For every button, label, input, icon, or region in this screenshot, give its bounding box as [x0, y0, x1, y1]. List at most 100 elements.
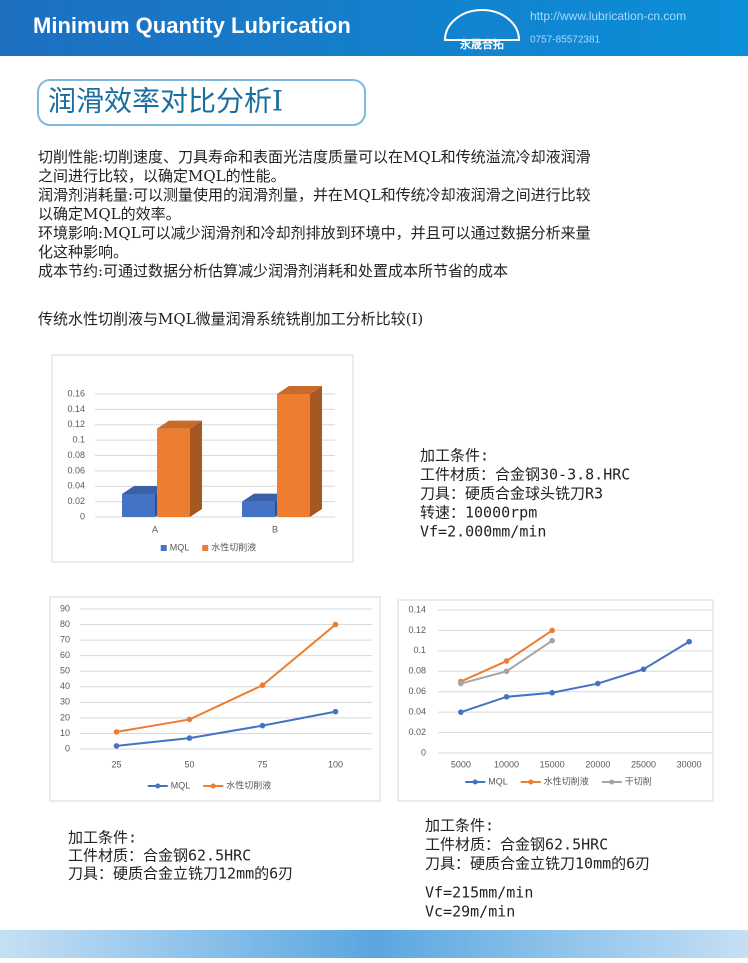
title-box	[37, 79, 366, 126]
y-tick-label: 80	[60, 619, 70, 629]
legend-label: 水性切削液	[544, 775, 589, 786]
point	[113, 729, 120, 735]
bar	[242, 501, 275, 517]
y-tick-label: 0.12	[67, 419, 85, 429]
y-tick-label: 30	[60, 697, 70, 707]
y-tick-label: 60	[60, 650, 70, 660]
legend-label: MQL	[170, 542, 190, 552]
y-tick-label: 70	[60, 634, 70, 644]
point	[186, 716, 193, 723]
y-tick-label: 90	[60, 603, 70, 613]
logo-text: 永晟合拓	[459, 37, 504, 51]
bar	[157, 428, 190, 517]
paragraph-line: 环境影响:MQL可以减少润滑剂和冷却剂排放到环境中，并且可以通过数据分析来量	[38, 224, 591, 242]
condition-line: Vf=2.000mm/min	[420, 523, 546, 541]
paragraph-line: 成本节约:可通过数据分析估算减少润滑剂消耗和处置成本所节省的成本	[38, 262, 508, 280]
point	[549, 627, 555, 634]
legend-label: 水性切削液	[226, 779, 271, 790]
x-tick-label: A	[152, 524, 158, 534]
point	[458, 709, 464, 715]
point	[503, 694, 510, 700]
condition-line: Vf=215mm/min	[425, 884, 533, 902]
header-phone: 0757-85572381	[530, 35, 601, 46]
y-tick-label: 0	[421, 747, 426, 757]
bar-top	[277, 386, 322, 394]
condition-line: 工件材质：合金钢62.5HRC	[425, 836, 608, 854]
point	[259, 682, 266, 689]
x-tick-label: 10000	[494, 759, 519, 769]
header-band	[0, 0, 748, 56]
point	[186, 735, 193, 741]
y-tick-label: 0.04	[408, 707, 426, 717]
chart-frame	[49, 596, 381, 802]
condition-line: 刀具：硬质合金立铣刀12mm的6刃	[68, 865, 293, 883]
legend-label: MQL	[488, 776, 508, 786]
bar-side	[190, 420, 202, 517]
subtitle: 传统水性切削液与MQL微量润滑系统铣削加工分析比较(I)	[38, 310, 423, 328]
footer-band	[0, 930, 748, 958]
x-tick-label: 25	[111, 759, 121, 769]
y-tick-label: 50	[60, 666, 70, 676]
legend-swatch	[472, 779, 478, 785]
condition-line: 刀具：硬质合金立铣刀10mm的6刃	[425, 855, 650, 873]
condition-line: 工件材质：合金钢62.5HRC	[68, 847, 251, 865]
series-line	[460, 640, 690, 714]
y-tick-label: 40	[60, 681, 70, 691]
chart-frame	[397, 599, 714, 802]
y-tick-label: 0.02	[408, 727, 426, 737]
bar	[277, 394, 310, 517]
point	[503, 668, 510, 675]
legend-swatch	[202, 545, 209, 551]
y-tick-label: 0.06	[408, 686, 426, 696]
legend-swatch	[160, 545, 167, 551]
paragraph-line: 以确定MQL的效率。	[38, 205, 181, 223]
point	[549, 637, 555, 644]
bar-top	[122, 485, 167, 494]
y-tick-label: 0.1	[413, 645, 426, 655]
legend-swatch	[210, 783, 216, 789]
paragraph-line: 润滑剂消耗量:可以测量使用的润滑剂量，并在MQL和传统冷却液润滑之间进行比较	[38, 186, 591, 204]
point	[332, 708, 339, 715]
y-tick-label: 0.06	[67, 465, 85, 475]
condition-line: 加工条件:	[420, 447, 489, 465]
logo-gear	[443, 9, 521, 41]
x-tick-label: 5000	[451, 759, 471, 769]
series-line	[116, 710, 336, 747]
header-title: Minimum Quantity Lubrication	[33, 13, 351, 38]
point	[113, 743, 120, 749]
paragraph-line: 之间进行比较，以确定MQL的性能。	[38, 167, 286, 185]
y-tick-label: 0.02	[67, 496, 85, 506]
legend-swatch	[528, 779, 534, 785]
y-tick-label: 0.12	[408, 625, 426, 635]
legend-label: 干切削	[625, 775, 652, 786]
y-tick-label: 0	[65, 743, 70, 753]
bar-side	[310, 386, 322, 517]
legend-swatch	[609, 779, 615, 785]
x-tick-label: 20000	[585, 759, 610, 769]
legend-label: MQL	[171, 780, 191, 790]
bar-top	[242, 493, 287, 502]
point	[503, 658, 510, 664]
point	[640, 666, 647, 673]
y-tick-label: 10	[60, 728, 70, 738]
x-tick-label: 50	[184, 759, 194, 769]
x-tick-label: 25000	[631, 759, 656, 769]
page-title: 润滑效率对比分析I	[48, 85, 283, 118]
paragraph-line: 化这种影响。	[38, 243, 128, 261]
legend-label: 水性切削液	[211, 541, 256, 552]
y-tick-label: 0.08	[408, 666, 426, 676]
series-line	[116, 623, 337, 733]
x-tick-label: 100	[328, 759, 343, 769]
paragraph-line: 切削性能:切削速度、刀具寿命和表面光洁度质量可以在MQL和传统溢流冷却液润滑	[38, 148, 591, 166]
y-tick-label: 0.14	[67, 404, 85, 414]
bar-top	[157, 420, 202, 429]
legend-swatch	[155, 783, 161, 789]
x-tick-label: 75	[257, 759, 267, 769]
condition-line: Vc=29m/min	[425, 903, 515, 921]
point	[458, 680, 464, 687]
header-url: http://www.lubrication-cn.com	[530, 9, 686, 23]
y-tick-label: 0.14	[408, 604, 426, 614]
condition-line: 转速：10000rpm	[420, 504, 537, 522]
x-tick-label: 15000	[540, 759, 565, 769]
